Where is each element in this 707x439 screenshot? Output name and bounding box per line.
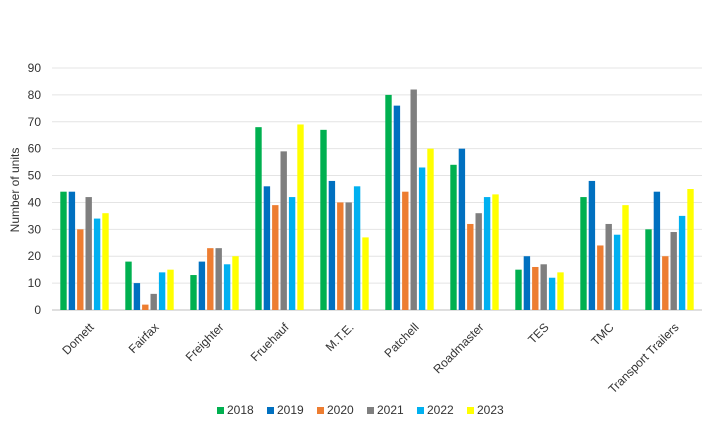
y-tick-label: 90 xyxy=(28,61,42,75)
legend-swatch xyxy=(467,407,474,414)
bar-2023-domett xyxy=(102,213,109,310)
bar-2019-m-t-e- xyxy=(328,180,336,310)
bar-2020-fairfax xyxy=(142,304,149,310)
x-tick-label: M.T.E. xyxy=(323,320,357,354)
y-tick-label: 20 xyxy=(28,249,42,263)
bar-2019-patchell xyxy=(393,105,401,310)
y-tick-label: 80 xyxy=(28,88,42,102)
bar-2018-tmc xyxy=(580,197,587,310)
y-tick-label: 50 xyxy=(28,169,42,183)
x-tick-label: TMC xyxy=(588,320,617,349)
y-axis-ticks: 0 10 20 30 40 50 60 70 80 90 xyxy=(28,61,42,317)
bar-2021-fruehauf xyxy=(280,151,287,310)
bar-2021-m-t-e- xyxy=(345,202,352,310)
bar-2018-transport-trailers xyxy=(645,229,652,310)
bar-2023-tes xyxy=(557,272,564,310)
x-axis-ticks: Domett Fairfax Freighter Fruehauf M.T.E. Patc… xyxy=(59,320,681,397)
bar-2020-domett xyxy=(77,229,84,310)
bar-2021-domett xyxy=(85,197,92,310)
bar-2018-freighter xyxy=(190,275,197,310)
y-tick-label: 0 xyxy=(34,303,41,317)
bar-2019-fruehauf xyxy=(263,186,271,310)
bar-2021-tmc xyxy=(605,223,612,310)
bar-2022-m-t-e- xyxy=(353,186,361,310)
bar-2019-roadmaster xyxy=(458,148,466,310)
bar-2020-roadmaster xyxy=(467,223,474,310)
bar-2019-tmc xyxy=(588,180,596,310)
bar-2023-patchell xyxy=(427,148,434,310)
bar-2022-roadmaster xyxy=(483,197,491,310)
y-axis-title: Number of units xyxy=(8,148,22,233)
bar-2020-m-t-e- xyxy=(337,202,344,310)
bar-2019-tes xyxy=(523,256,531,310)
legend-swatch xyxy=(217,407,224,414)
bar-2022-freighter xyxy=(223,264,231,310)
bar-2019-domett xyxy=(68,191,76,310)
bar-2021-patchell xyxy=(410,89,417,310)
bar-2018-patchell xyxy=(385,94,392,310)
bar-2021-roadmaster xyxy=(475,213,482,310)
legend-label: 2018 xyxy=(227,403,254,417)
legend-swatch xyxy=(367,407,374,414)
bar-2021-tes xyxy=(540,264,547,310)
x-tick-label: Domett xyxy=(59,320,97,358)
x-tick-label: Fairfax xyxy=(126,320,162,356)
bar-2023-fairfax xyxy=(167,269,174,310)
legend-swatch xyxy=(317,407,324,414)
bar-2022-tmc xyxy=(613,234,621,310)
y-tick-label: 30 xyxy=(28,222,42,236)
bar-2018-fairfax xyxy=(125,261,132,310)
bar-2020-transport-trailers xyxy=(662,256,669,310)
y-tick-label: 40 xyxy=(28,195,42,209)
bar-2020-tes xyxy=(532,266,539,310)
bar-2018-tes xyxy=(515,269,522,310)
bars xyxy=(60,89,694,310)
gridlines xyxy=(52,67,702,311)
bar-2022-tes xyxy=(548,277,556,310)
bar-2020-fruehauf xyxy=(272,205,279,310)
bar-2022-patchell xyxy=(418,167,426,310)
x-tick-label: Patchell xyxy=(382,320,422,360)
bar-2019-freighter xyxy=(198,261,206,310)
legend-label: 2020 xyxy=(327,403,354,417)
x-tick-label: TES xyxy=(525,320,551,346)
bar-2023-roadmaster xyxy=(492,194,499,310)
bar-2022-fairfax xyxy=(158,272,166,310)
bar-2021-fairfax xyxy=(150,293,157,310)
x-tick-label: Freighter xyxy=(183,320,227,364)
bar-2023-transport-trailers xyxy=(687,189,694,310)
x-tick-label: Transport Trailers xyxy=(606,320,682,396)
legend-swatch xyxy=(267,407,274,414)
bar-2019-transport-trailers xyxy=(653,191,661,310)
y-tick-label: 70 xyxy=(28,115,42,129)
bar-2022-fruehauf xyxy=(288,197,296,310)
bar-2020-freighter xyxy=(207,248,214,310)
bar-2021-freighter xyxy=(215,248,222,310)
bar-2018-fruehauf xyxy=(255,127,262,310)
x-tick-label: Fruehauf xyxy=(248,320,292,364)
legend-label: 2023 xyxy=(477,403,504,417)
x-tick-label: Roadmaster xyxy=(430,320,486,376)
legend-label: 2021 xyxy=(377,403,404,417)
bar-2023-m-t-e- xyxy=(362,237,369,310)
bar-2023-freighter xyxy=(232,256,239,310)
y-tick-label: 10 xyxy=(28,276,42,290)
bar-2019-fairfax xyxy=(133,283,141,310)
bar-2018-domett xyxy=(60,191,67,310)
bar-2020-tmc xyxy=(597,245,604,310)
bar-2022-domett xyxy=(93,218,101,310)
legend-label: 2022 xyxy=(427,403,454,417)
bar-2023-fruehauf xyxy=(297,124,304,310)
y-tick-label: 60 xyxy=(28,142,42,156)
bar-2021-transport-trailers xyxy=(670,232,677,310)
bar-2023-tmc xyxy=(622,205,629,310)
bar-2020-patchell xyxy=(402,191,409,310)
bar-2018-m-t-e- xyxy=(320,129,327,310)
bar-2018-roadmaster xyxy=(450,164,457,310)
bar-2022-transport-trailers xyxy=(678,215,686,310)
legend-label: 2019 xyxy=(277,403,304,417)
legend: 2018 2019 2020 2021 2022 2023 xyxy=(217,403,504,417)
legend-swatch xyxy=(417,407,424,414)
